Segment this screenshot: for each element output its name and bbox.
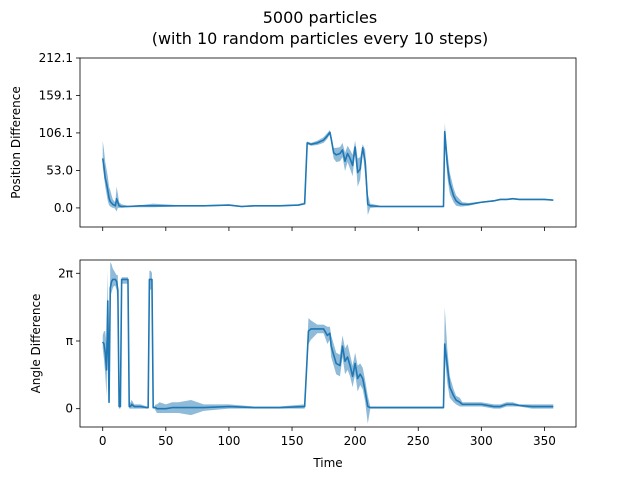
x-tick-label: 100: [217, 434, 240, 448]
confidence-band: [102, 262, 554, 424]
chart-subtitle: (with 10 random particles every 10 steps…: [151, 29, 489, 48]
y-axis-label: Position Difference: [9, 86, 23, 198]
x-tick-label: 0: [99, 434, 107, 448]
y-tick-label: 0: [65, 402, 73, 416]
axes-frame: [79, 259, 577, 428]
series-line: [102, 278, 554, 410]
chart-title: 5000 particles: [262, 8, 378, 27]
y-tick-label: 106.1: [39, 126, 73, 140]
y-tick-label: 53.0: [46, 163, 73, 177]
angle-panel: 0 π 2π 0 50 100 150 200 250 300 350 Angle Differenc…: [29, 259, 577, 448]
y-tick-label: 2π: [58, 266, 73, 280]
position-panel: 0.0 53.0 106.1 159.1 212.1 Position Differenc…: [9, 51, 577, 231]
y-tick-label: π: [66, 334, 73, 348]
y-tick-label: 212.1: [39, 51, 73, 65]
x-tick-label: 50: [158, 434, 173, 448]
x-tick-label: 350: [533, 434, 556, 448]
series-line: [101, 130, 554, 208]
x-tick-label: 150: [281, 434, 304, 448]
x-tick-label: 200: [344, 434, 367, 448]
y-tick-label: 159.1: [39, 88, 73, 102]
axes-frame: [79, 57, 577, 228]
y-axis-label: Angle Difference: [29, 294, 43, 394]
y-tick-label: 0.0: [54, 201, 73, 215]
x-tick-label: 250: [407, 434, 430, 448]
x-axis-label: Time: [312, 456, 342, 470]
x-tick-label: 300: [470, 434, 493, 448]
